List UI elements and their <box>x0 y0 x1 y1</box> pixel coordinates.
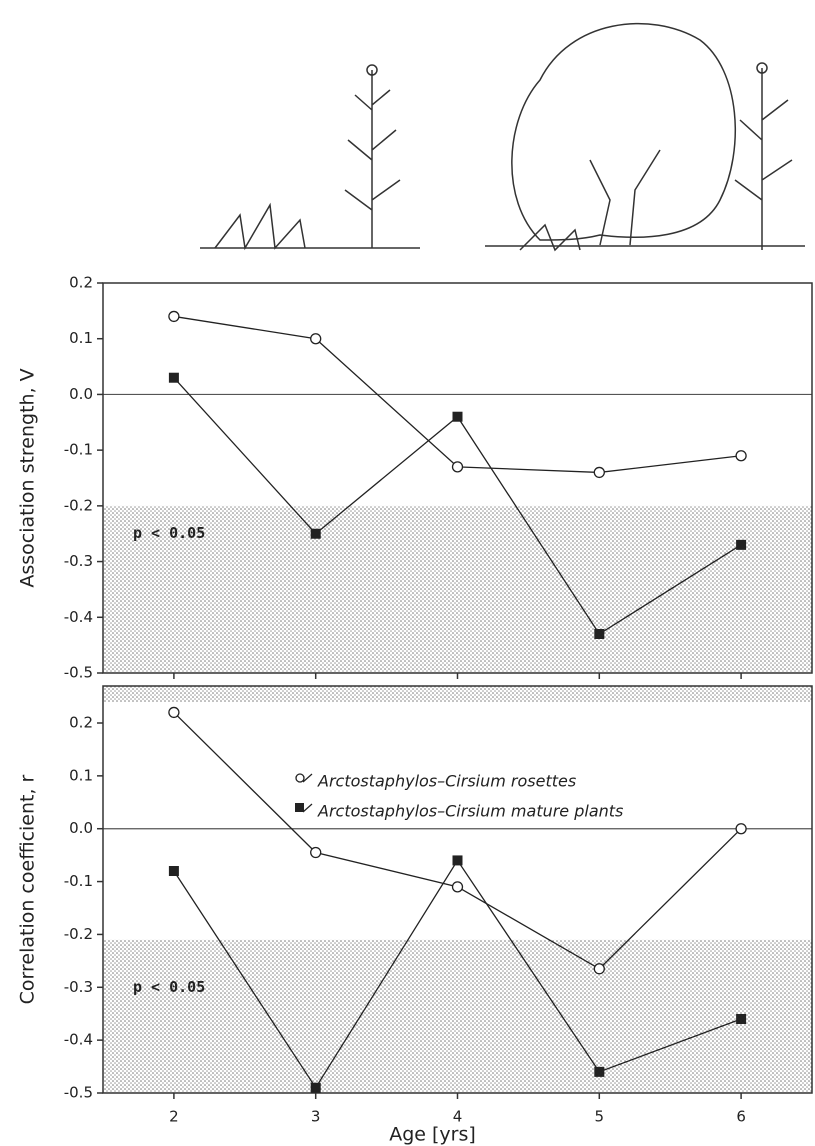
data-point <box>736 451 746 461</box>
x-tick-label: 5 <box>595 1108 605 1126</box>
region-label: p < 0.05 <box>133 978 205 996</box>
data-point <box>169 707 179 717</box>
data-point <box>736 824 746 834</box>
y-tick-label: -0.3 <box>64 978 93 996</box>
legend-marker <box>296 774 304 782</box>
y-tick-label: -0.3 <box>64 552 93 570</box>
data-point <box>736 540 746 550</box>
y-tick-label: -0.4 <box>64 1031 93 1049</box>
data-point <box>736 1014 746 1024</box>
data-point <box>594 467 604 477</box>
data-point <box>594 1067 604 1077</box>
data-point <box>169 373 179 383</box>
y-tick-label: 0.0 <box>69 385 93 403</box>
legend-marker <box>295 803 304 812</box>
data-point <box>453 412 463 422</box>
y-tick-label: -0.5 <box>64 664 93 682</box>
y-tick-label: 0.0 <box>69 819 93 837</box>
significance-region <box>103 686 812 702</box>
data-point <box>594 964 604 974</box>
data-point <box>311 529 321 539</box>
x-tick-label: 2 <box>169 1108 179 1126</box>
y-tick-label: 0.1 <box>69 329 93 347</box>
y-tick-label: -0.4 <box>64 608 93 626</box>
y-tick-label: 0.2 <box>69 714 93 732</box>
y-tick-label: -0.5 <box>64 1084 93 1102</box>
y-axis-label: Correlation coefficient, r <box>17 774 39 1004</box>
y-tick-label: -0.2 <box>64 925 93 943</box>
data-point <box>453 462 463 472</box>
data-point <box>453 882 463 892</box>
x-axis-label: Age [yrs] <box>389 1124 476 1146</box>
plant-illustration <box>200 24 805 250</box>
data-point <box>311 848 321 858</box>
series-line <box>174 712 741 968</box>
data-point <box>169 866 179 876</box>
legend-label: Arctostaphylos–Cirsium rosettes <box>317 772 576 791</box>
data-point <box>311 1083 321 1093</box>
region-label: p < 0.05 <box>133 524 205 542</box>
data-point <box>594 629 604 639</box>
significance-region <box>103 940 812 1093</box>
y-tick-label: -0.1 <box>64 872 93 890</box>
chart: p < 0.05 0.2 0.1 0.0 -0.1 -0.2 -0.3 -0.4 -0.5 Ass… <box>0 0 815 1146</box>
y-axis-label: Association strength, V <box>17 368 39 587</box>
x-tick-label: 3 <box>311 1108 321 1126</box>
legend-tick <box>303 804 312 812</box>
data-point <box>453 855 463 865</box>
y-tick-label: -0.1 <box>64 441 93 459</box>
y-tick-label: 0.2 <box>69 274 93 292</box>
significance-region <box>103 506 812 673</box>
data-point <box>311 334 321 344</box>
x-tick-label: 6 <box>736 1108 746 1126</box>
data-point <box>169 311 179 321</box>
y-tick-label: -0.2 <box>64 496 93 514</box>
legend-label: Arctostaphylos–Cirsium mature plants <box>317 802 623 821</box>
y-tick-label: 0.1 <box>69 766 93 784</box>
